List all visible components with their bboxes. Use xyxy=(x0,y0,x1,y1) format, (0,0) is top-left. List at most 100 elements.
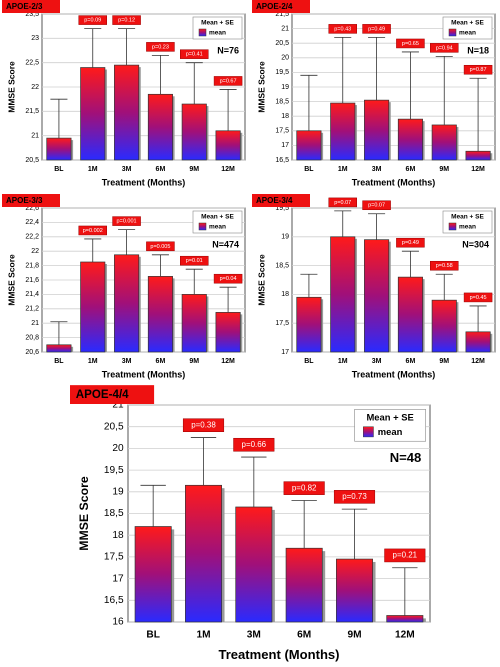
bar xyxy=(80,261,106,353)
bar xyxy=(185,484,222,623)
y-tick-label: 17,5 xyxy=(104,552,124,563)
y-tick-label: 18 xyxy=(281,291,289,298)
chart-title: APOE-3/3 xyxy=(6,196,43,205)
bar xyxy=(336,558,373,623)
bar xyxy=(364,99,390,161)
legend-swatch xyxy=(198,222,207,231)
bar xyxy=(330,236,356,353)
x-axis-label: Treatment (Months) xyxy=(218,647,339,662)
y-tick-label: 21 xyxy=(281,25,289,32)
y-tick-label: 22 xyxy=(31,84,39,91)
p-label: p=0.002 xyxy=(83,228,103,234)
y-tick-label: 20,5 xyxy=(25,157,39,164)
y-tick-label: 21 xyxy=(112,400,124,411)
p-label: p=0.005 xyxy=(150,244,170,250)
y-tick-label: 17 xyxy=(281,142,289,149)
p-label-box xyxy=(333,490,376,504)
bar xyxy=(397,276,423,353)
p-label: p=0.66 xyxy=(242,440,267,449)
legend-title: Mean + SE xyxy=(201,214,234,221)
x-tick-label: BL xyxy=(54,358,64,365)
x-tick-label: 12M xyxy=(471,166,485,173)
x-tick-label: 1M xyxy=(88,166,98,173)
bar xyxy=(235,506,273,623)
x-tick-label: 1M xyxy=(338,358,348,365)
p-label: p=0.07 xyxy=(334,200,351,206)
p-label-box xyxy=(328,197,357,208)
y-tick-label: 23 xyxy=(31,35,39,42)
p-label-box xyxy=(78,15,107,25)
bar xyxy=(46,344,72,353)
legend-swatch xyxy=(448,28,457,37)
y-tick-label: 16,5 xyxy=(104,595,124,606)
p-label: p=0.12 xyxy=(118,18,135,24)
bar xyxy=(431,299,457,353)
y-tick-label: 16,5 xyxy=(275,157,289,164)
p-label: p=0.001 xyxy=(117,219,137,225)
p-label-box xyxy=(362,24,391,34)
bar xyxy=(147,93,173,161)
p-label-box xyxy=(78,225,107,236)
y-tick-label: 17,5 xyxy=(275,128,289,135)
p-label-box xyxy=(463,64,493,75)
y-tick-label: 21,4 xyxy=(25,291,39,298)
chart-title: APOE-4/4 xyxy=(76,388,129,401)
y-tick-label: 21 xyxy=(31,133,39,140)
y-tick-label: 21,2 xyxy=(25,306,39,313)
n-annotation: N=18 xyxy=(467,45,489,55)
bar xyxy=(215,312,241,353)
y-tick-label: 22 xyxy=(31,248,39,255)
x-tick-label: 6M xyxy=(156,358,166,365)
bar xyxy=(181,103,207,161)
x-tick-label: 6M xyxy=(297,630,311,641)
p-label: p=0.38 xyxy=(191,420,216,429)
bar xyxy=(397,118,423,161)
legend-label: mean xyxy=(459,224,476,231)
y-tick-label: 21,8 xyxy=(25,262,39,269)
x-axis-label: Treatment (Months) xyxy=(352,177,436,187)
p-label: p=0.09 xyxy=(84,18,101,24)
bar xyxy=(114,64,140,161)
y-tick-label: 21,6 xyxy=(25,277,39,284)
legend-swatch xyxy=(363,426,374,438)
x-tick-label: 6M xyxy=(406,358,416,365)
x-tick-label: 9M xyxy=(439,358,449,365)
x-tick-label: 9M xyxy=(189,358,199,365)
p-label-box xyxy=(396,38,425,49)
p-label-box xyxy=(213,273,243,284)
legend-label: mean xyxy=(378,426,403,437)
y-axis-label: MMSE Score xyxy=(256,61,266,113)
p-label: p=0.07 xyxy=(368,203,385,209)
p-label: p=0.49 xyxy=(368,26,385,32)
bar xyxy=(80,67,106,161)
y-tick-label: 17 xyxy=(281,349,289,356)
p-label-box xyxy=(146,241,175,252)
x-tick-label: 3M xyxy=(372,358,382,365)
y-tick-label: 18,5 xyxy=(275,98,289,105)
n-annotation: N=48 xyxy=(390,450,422,465)
y-tick-label: 22,4 xyxy=(25,219,39,226)
y-tick-label: 18,5 xyxy=(104,508,124,519)
title-box xyxy=(2,194,60,207)
y-tick-label: 20 xyxy=(112,443,124,454)
chart-title: APOE-3/4 xyxy=(256,196,293,205)
p-label-box xyxy=(430,43,459,53)
y-tick-label: 21 xyxy=(31,320,39,327)
p-label: p=0.82 xyxy=(292,483,317,492)
y-tick-label: 17 xyxy=(112,573,124,584)
y-tick-label: 17,5 xyxy=(275,320,289,327)
x-axis-label: Treatment (Months) xyxy=(102,177,186,187)
n-annotation: N=474 xyxy=(212,239,239,249)
legend-title: Mean + SE xyxy=(451,20,484,27)
p-label: p=0.01 xyxy=(186,258,203,264)
chart-title: APOE-2/4 xyxy=(256,2,293,11)
p-label-box xyxy=(384,548,426,563)
p-label-box xyxy=(328,24,357,34)
x-tick-label: BL xyxy=(304,358,314,365)
y-tick-label: 20,5 xyxy=(104,421,124,432)
p-label-box xyxy=(182,418,225,433)
x-tick-label: 12M xyxy=(221,166,235,173)
p-label: p=0.49 xyxy=(402,240,419,246)
x-tick-label: BL xyxy=(146,630,160,641)
p-label-box xyxy=(233,437,275,452)
